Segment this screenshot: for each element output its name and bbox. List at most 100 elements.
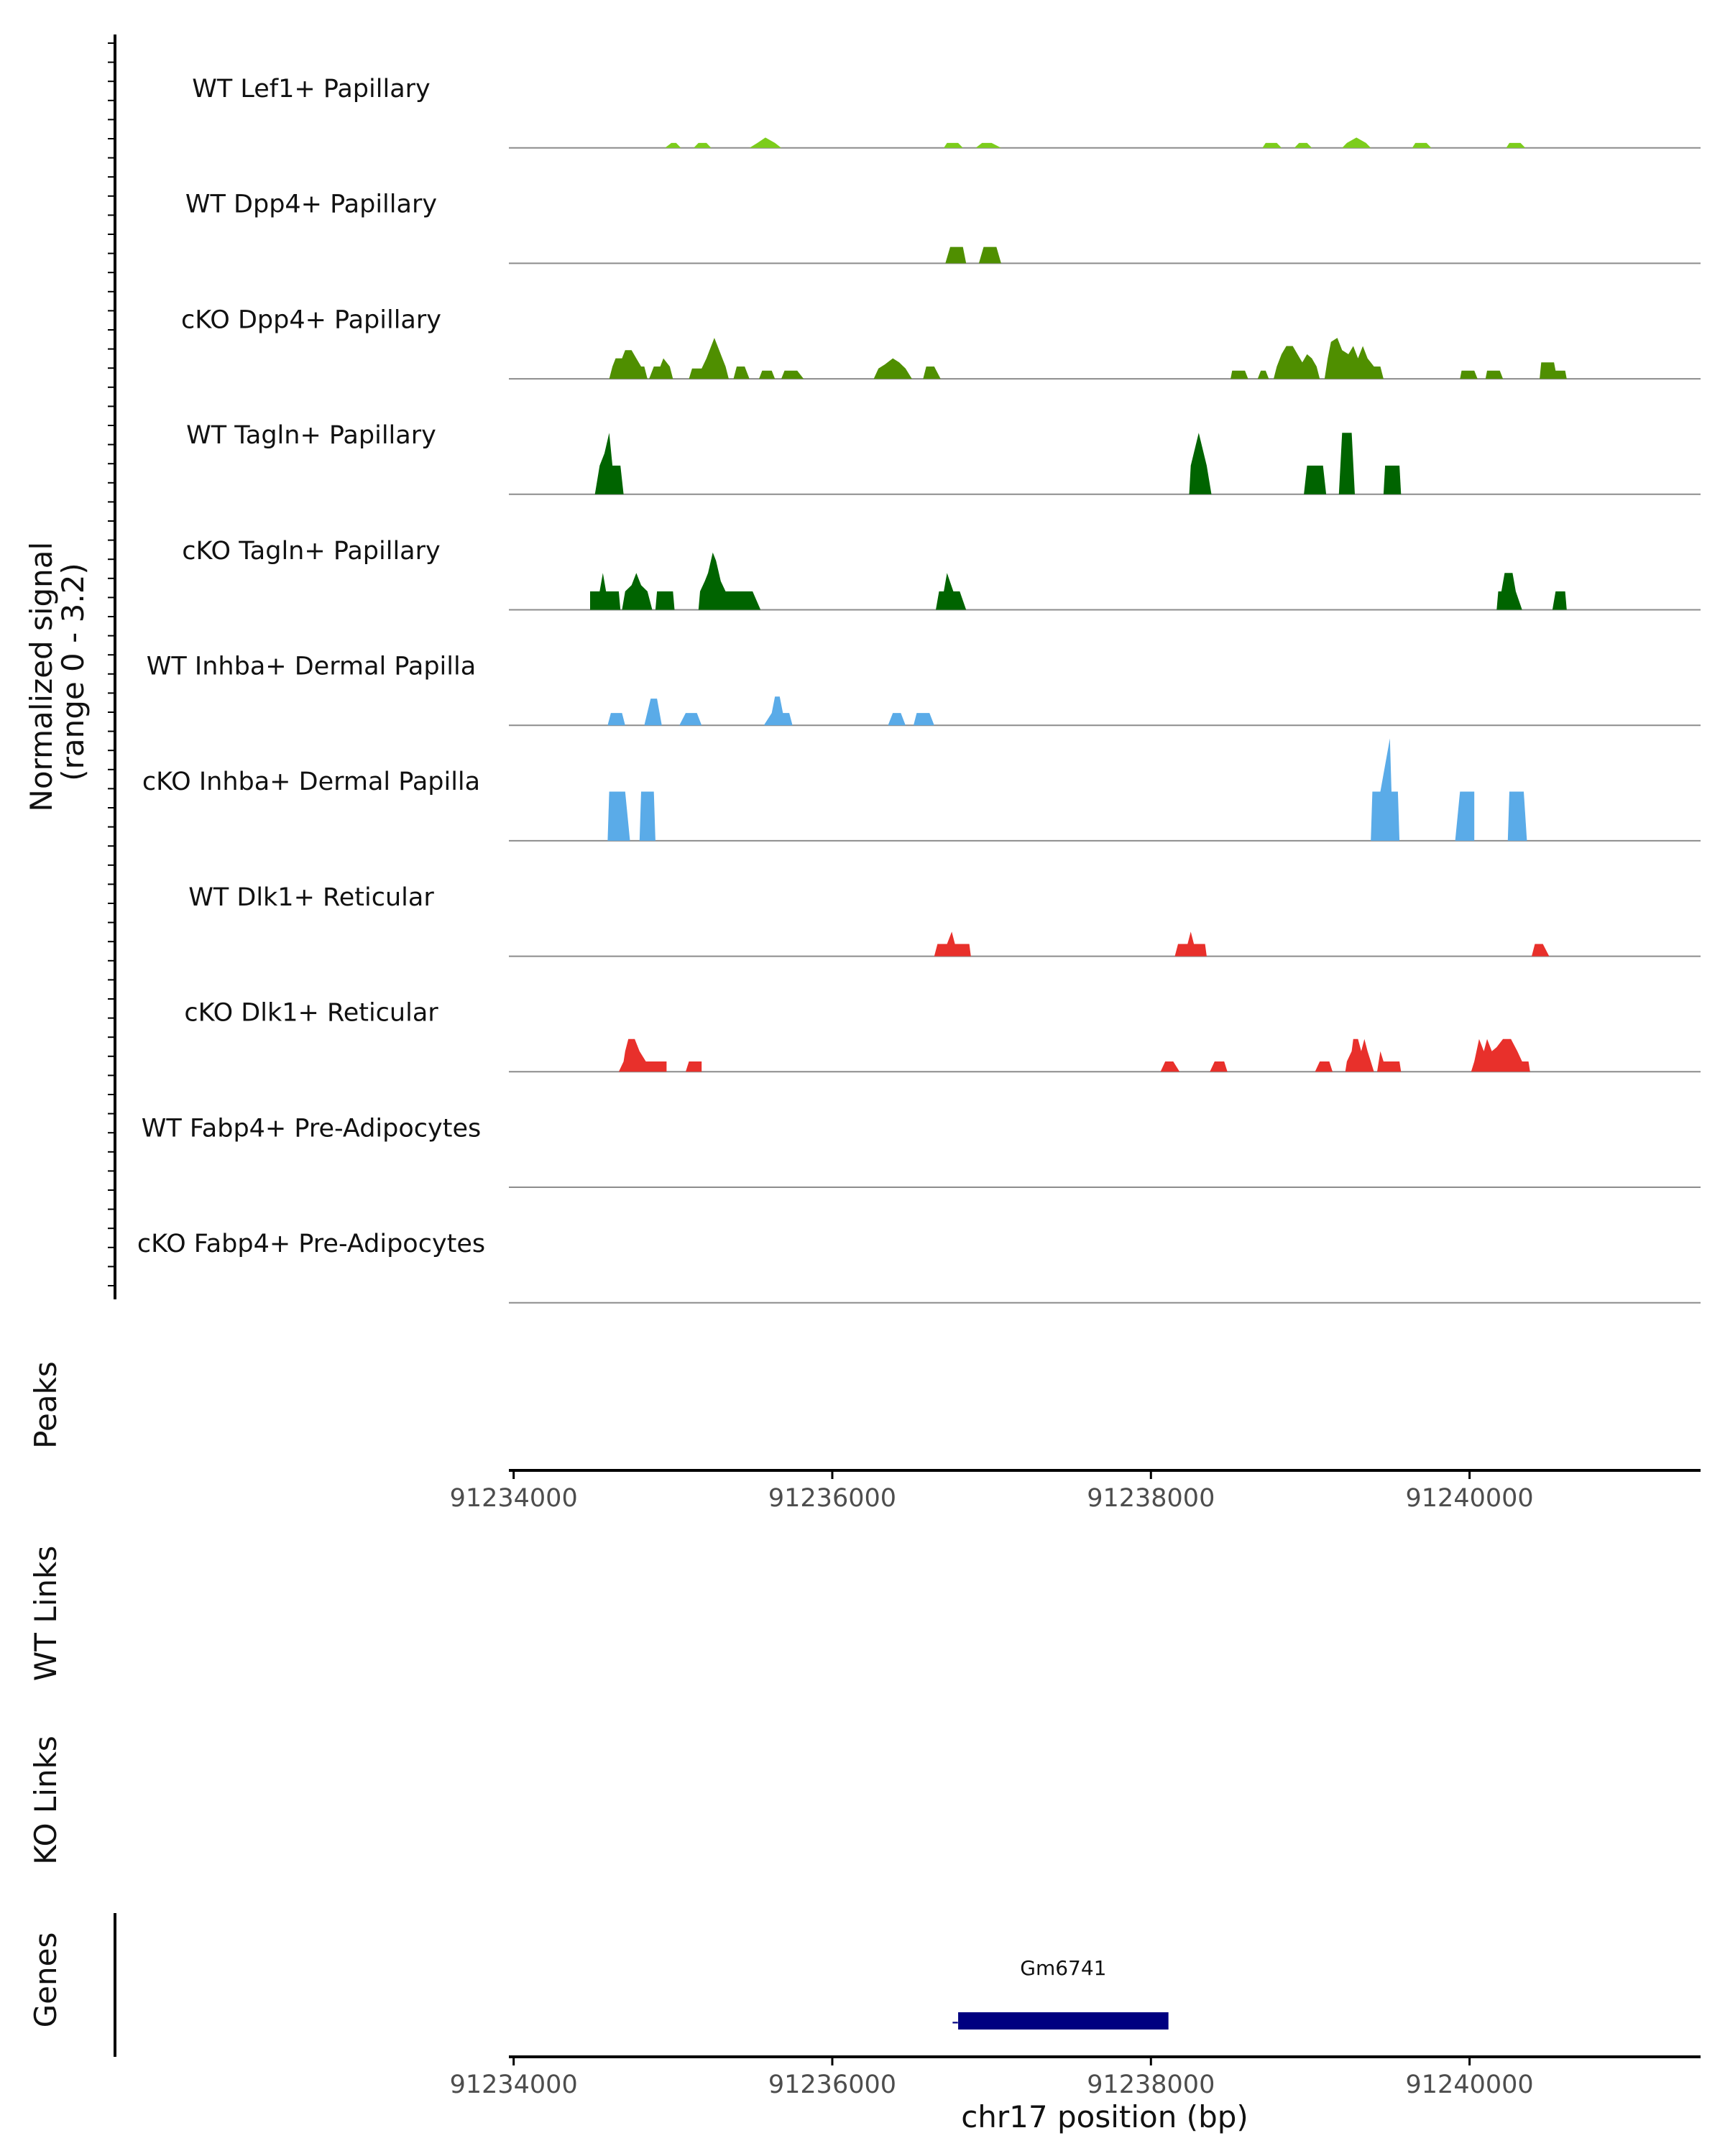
- strand-marker: -: [952, 2009, 959, 2033]
- ko-links-track-label: KO Links: [28, 1736, 63, 1865]
- signal-peak: [1532, 944, 1550, 957]
- signal-peak: [1460, 370, 1478, 379]
- signal-peak: [749, 137, 781, 148]
- track-label: cKO Dlk1+ Reticular: [184, 999, 438, 1028]
- track-label: WT Tagln+ Papillary: [186, 421, 436, 450]
- signal-peak: [618, 1038, 667, 1072]
- track-cko-dlk1-reticular: cKO Dlk1+ Reticular: [184, 999, 1701, 1073]
- signal-peak: [1455, 791, 1475, 841]
- gene-label: Gm6741: [1020, 1956, 1106, 1980]
- y-axis-label-line1: Normalized signal: [24, 542, 59, 812]
- track-label: WT Fabp4+ Pre-Adipocytes: [142, 1114, 481, 1143]
- gene-gm6741: Gm6741 -: [952, 1956, 1169, 2033]
- signal-peak: [934, 931, 971, 957]
- signal-peak: [1485, 370, 1504, 379]
- x-axis-bottom: 91234000 91236000 91238000 91240000: [450, 2055, 1701, 2099]
- track-label: WT Lef1+ Papillary: [192, 75, 431, 103]
- signal-peak: [1383, 465, 1402, 494]
- track-cko-fabp4-pre-adipocytes: cKO Fabp4+ Pre-Adipocytes: [137, 1230, 1701, 1304]
- track-label: WT Dlk1+ Reticular: [188, 883, 434, 912]
- signal-peak: [978, 247, 1001, 264]
- signal-peak: [781, 370, 804, 379]
- x-tick-label: 91236000: [768, 2070, 896, 2099]
- signal-peak: [607, 791, 630, 841]
- signal-peak: [1496, 573, 1522, 610]
- signal-peak: [609, 350, 648, 379]
- x-tick-label: 91234000: [450, 2070, 578, 2099]
- signal-peak: [733, 367, 750, 379]
- genes-track-label: Genes: [28, 1932, 63, 2028]
- x-tick-label: 91238000: [1087, 2070, 1215, 2099]
- track-label: cKO Tagln+ Papillary: [182, 537, 441, 566]
- signal-peak: [1257, 370, 1269, 379]
- signal-peak: [1262, 142, 1282, 148]
- x-tick-label: 91240000: [1406, 1484, 1534, 1513]
- signal-peak: [1371, 738, 1400, 841]
- signal-panel: WT Lef1+ Papillary WT Dpp4+ Papillary cKO …: [137, 75, 1701, 1304]
- signal-peak: [923, 367, 941, 379]
- track-wt-dpp4-papillary: WT Dpp4+ Papillary: [185, 190, 1701, 264]
- signal-peak: [679, 713, 702, 726]
- signal-peak: [689, 338, 729, 379]
- signal-peak: [639, 791, 656, 841]
- track-label: cKO Fabp4+ Pre-Adipocytes: [137, 1230, 485, 1258]
- peaks-track-label: Peaks: [28, 1361, 63, 1449]
- signal-peak: [1507, 791, 1527, 841]
- genes-panel: Gm6741 -: [952, 1956, 1169, 2033]
- track-cko-dpp4-papillary: cKO Dpp4+ Papillary: [181, 305, 1701, 380]
- signal-peak: [649, 358, 673, 379]
- track-wt-inhba-dermal-papilla: WT Inhba+ Dermal Papilla: [147, 653, 1701, 727]
- signal-peak: [1324, 338, 1384, 379]
- track-label: WT Dpp4+ Papillary: [185, 190, 437, 219]
- track-wt-dlk1-reticular: WT Dlk1+ Reticular: [188, 883, 1701, 957]
- wt-links-track-label: WT Links: [28, 1546, 63, 1681]
- signal-peak: [945, 247, 967, 264]
- signal-peak: [1174, 931, 1207, 957]
- signal-peak: [1540, 362, 1567, 379]
- signal-peak: [1345, 1038, 1374, 1072]
- signal-peak: [698, 552, 761, 610]
- x-tick-label: 91238000: [1087, 1484, 1215, 1513]
- signal-peak: [694, 142, 712, 148]
- track-wt-lef1-papillary: WT Lef1+ Papillary: [192, 75, 1701, 149]
- signal-peak: [1160, 1061, 1180, 1072]
- track-wt-fabp4-pre-adipocytes: WT Fabp4+ Pre-Adipocytes: [142, 1114, 1701, 1188]
- x-axis-label: chr17 position (bp): [961, 2099, 1248, 2134]
- signal-peak: [607, 713, 625, 726]
- signal-peak: [914, 713, 934, 726]
- track-wt-tagln-papillary: WT Tagln+ Papillary: [186, 421, 1701, 495]
- track-cko-inhba-dermal-papilla: cKO Inhba+ Dermal Papilla: [142, 738, 1701, 842]
- signal-peak: [759, 370, 776, 379]
- y-axis-label: Normalized signal (range 0 - 3.2): [24, 532, 91, 811]
- signal-peak: [665, 142, 681, 148]
- signal-peak: [1471, 1038, 1530, 1072]
- signal-peak: [975, 142, 1001, 148]
- track-label: cKO Inhba+ Dermal Papilla: [142, 768, 480, 796]
- gene-body: [958, 2012, 1169, 2030]
- signal-peak: [1304, 465, 1327, 494]
- y-axis-label-line2: (range 0 - 3.2): [55, 563, 91, 781]
- signal-peak: [655, 591, 675, 610]
- signal-peak: [1506, 142, 1526, 148]
- x-tick-label: 91236000: [768, 1484, 896, 1513]
- track-label: WT Inhba+ Dermal Papilla: [147, 653, 476, 681]
- x-axis-middle: 91234000 91236000 91238000 91240000: [450, 1469, 1701, 1513]
- signal-peak: [686, 1061, 702, 1072]
- signal-peak: [1412, 142, 1432, 148]
- signal-peak: [944, 142, 963, 148]
- signal-peak: [594, 433, 624, 494]
- track-label: cKO Dpp4+ Papillary: [181, 305, 441, 334]
- signal-peak: [590, 573, 621, 610]
- signal-peak: [763, 696, 793, 726]
- signal-peak: [1294, 142, 1312, 148]
- signal-peak: [1189, 433, 1212, 494]
- signal-peak: [1315, 1061, 1333, 1072]
- signal-peak: [1274, 346, 1320, 379]
- signal-peak: [644, 699, 662, 726]
- signal-peak: [873, 358, 912, 379]
- x-tick-label: 91240000: [1406, 2070, 1534, 2099]
- signal-peak: [1230, 370, 1248, 379]
- track-cko-tagln-papillary: cKO Tagln+ Papillary: [182, 537, 1701, 611]
- signal-peak: [936, 573, 967, 610]
- signal-peak: [1338, 433, 1355, 494]
